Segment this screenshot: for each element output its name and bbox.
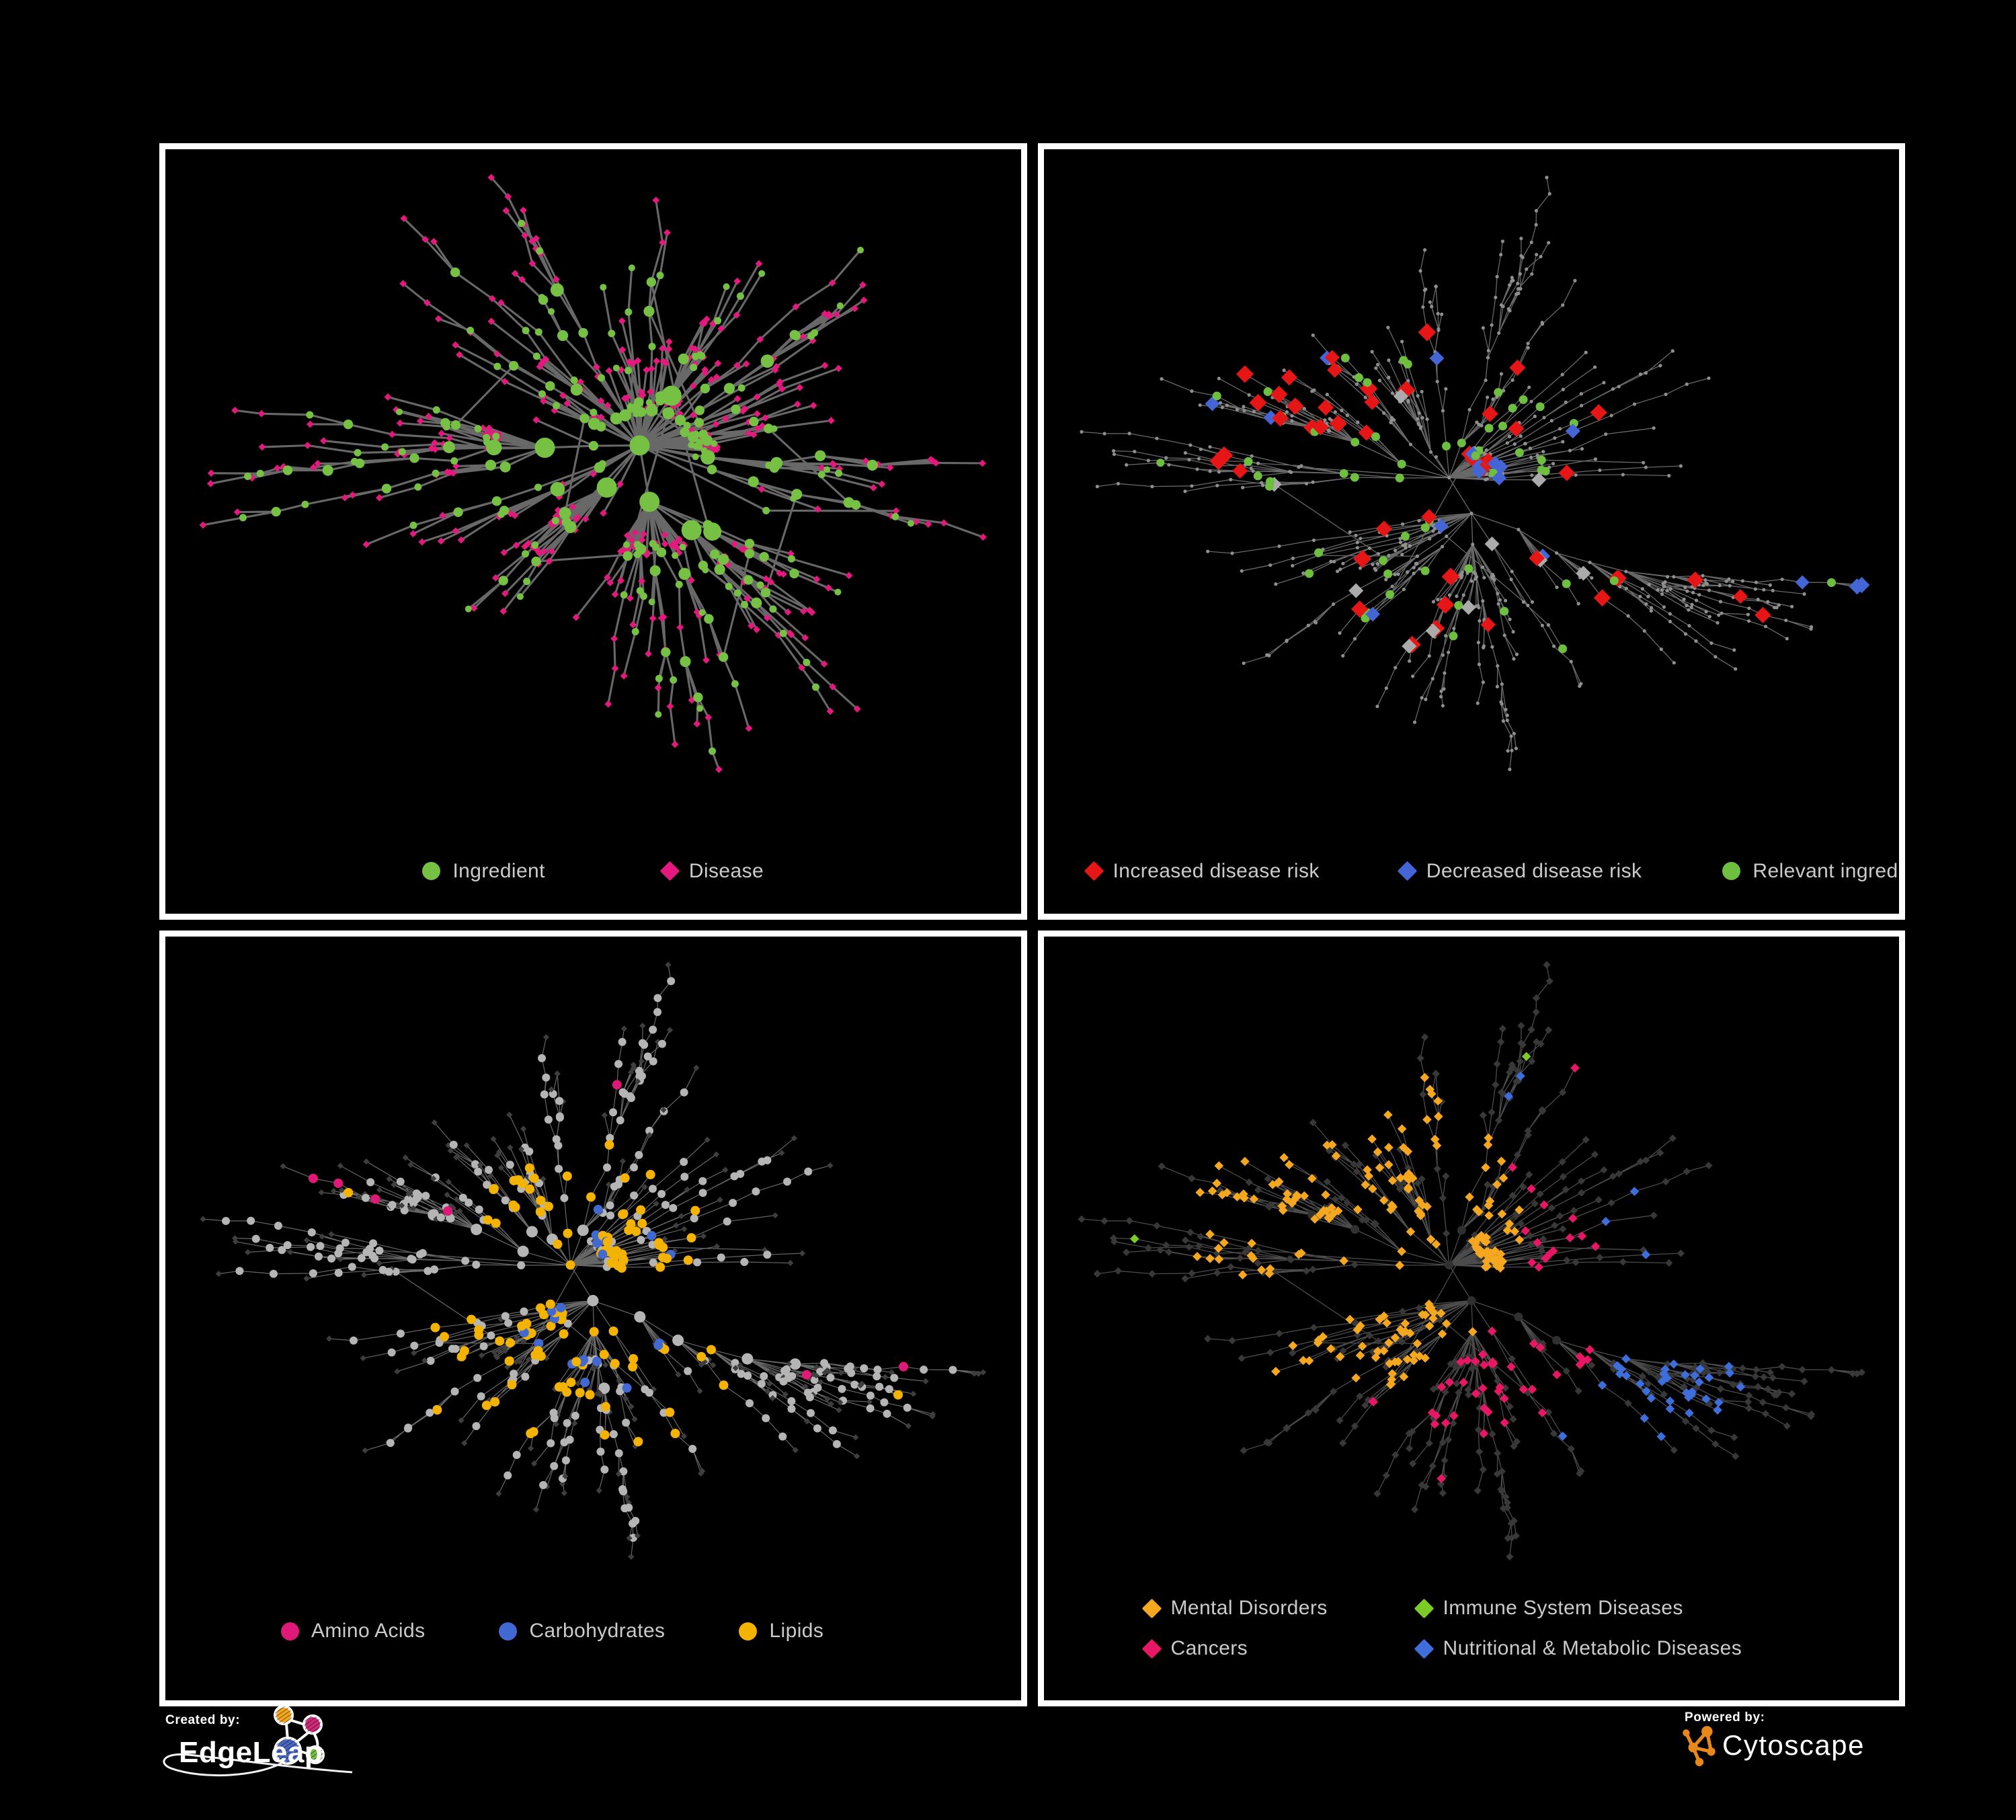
created-by-label: Created by: <box>165 1713 241 1727</box>
legend-label: Amino Acids <box>311 1620 426 1642</box>
legend-disease-classes: Mental Disorders Immune System Diseases … <box>1044 1597 1900 1660</box>
legend-label: Cancers <box>1170 1637 1248 1659</box>
legend-item-immune-diseases: Immune System Diseases <box>1414 1597 1900 1620</box>
legend-label: Relevant ingredient <box>1752 859 1903 882</box>
legend-nutrient-classes: Amino Acids Carbohydrates Lipids <box>165 1620 1021 1643</box>
ingredient-circle-icon <box>422 862 441 880</box>
legend-ingredient-disease: Ingredient Disease <box>165 860 1021 883</box>
network-graph-disease-classes <box>1077 960 1865 1560</box>
mental-disorders-diamond-icon <box>1141 1598 1162 1618</box>
legend-item-lipids: Lipids <box>739 1620 823 1643</box>
cancers-diamond-icon <box>1141 1638 1162 1659</box>
edgeleap-logo-icon <box>163 1705 353 1777</box>
legend-label: Ingredient <box>452 859 545 882</box>
decreased-risk-diamond-icon <box>1397 861 1418 881</box>
legend-label: Increased disease risk <box>1113 859 1320 882</box>
lipids-circle-icon <box>739 1622 758 1640</box>
legend-item-increased-risk: Increased disease risk <box>1084 859 1320 883</box>
panel-ingredient-disease: Ingredient Disease <box>159 143 1027 920</box>
carbohydrates-circle-icon <box>499 1622 518 1640</box>
legend-item-relevant-ingredient: Relevant ingredient <box>1722 859 1903 883</box>
edgeleap-brand-name: EdgeLeap <box>179 1736 323 1769</box>
legend-label: Lipids <box>769 1620 824 1642</box>
amino-acids-circle-icon <box>281 1622 299 1640</box>
legend-item-nutritional-metabolic: Nutritional & Metabolic Diseases <box>1414 1637 1900 1660</box>
panel-disease-risk: Increased disease risk Decreased disease… <box>1037 143 1905 920</box>
network-graph-ingredient-disease <box>199 173 987 773</box>
panel-grid: Ingredient Disease Increased disease ris… <box>159 143 1905 1706</box>
legend-item-ingredient: Ingredient <box>422 860 545 883</box>
increased-risk-diamond-icon <box>1084 861 1104 881</box>
legend-disease-risk: Increased disease risk Decreased disease… <box>1044 859 1899 883</box>
legend-item-carbohydrates: Carbohydrates <box>499 1620 665 1643</box>
legend-item-decreased-risk: Decreased disease risk <box>1397 859 1642 883</box>
legend-label: Immune System Diseases <box>1443 1597 1683 1619</box>
legend-label: Carbohydrates <box>529 1620 666 1642</box>
edgeleap-logo-nodes <box>274 1705 325 1765</box>
network-graph-disease-risk <box>1079 175 1869 772</box>
legend-item-cancers: Cancers <box>1141 1637 1417 1660</box>
legend-item-amino-acids: Amino Acids <box>281 1620 425 1643</box>
legend-item-disease: Disease <box>659 859 764 883</box>
cytoscape-logo-icon <box>1683 1726 1716 1766</box>
powered-by-label: Powered by: <box>1685 1710 1765 1725</box>
legend-label: Mental Disorders <box>1170 1597 1328 1619</box>
edgeleap-swoosh <box>163 1753 353 1777</box>
legend-label: Decreased disease risk <box>1426 859 1642 882</box>
nutritional-metabolic-diamond-icon <box>1414 1638 1434 1659</box>
panel-nutrient-classes: Amino Acids Carbohydrates Lipids <box>159 930 1027 1706</box>
disease-diamond-icon <box>659 861 680 881</box>
legend-label: Nutritional & Metabolic Diseases <box>1443 1637 1742 1659</box>
panel-disease-classes: Mental Disorders Immune System Diseases … <box>1037 930 1905 1706</box>
legend-label: Disease <box>688 859 764 882</box>
legend-item-mental-disorders: Mental Disorders <box>1141 1597 1417 1620</box>
immune-diseases-diamond-icon <box>1414 1598 1434 1618</box>
relevant-ingredient-circle-icon <box>1722 862 1741 880</box>
cytoscape-brand-name: Cytoscape <box>1722 1729 1865 1761</box>
network-graph-nutrient-classes <box>200 961 987 1560</box>
